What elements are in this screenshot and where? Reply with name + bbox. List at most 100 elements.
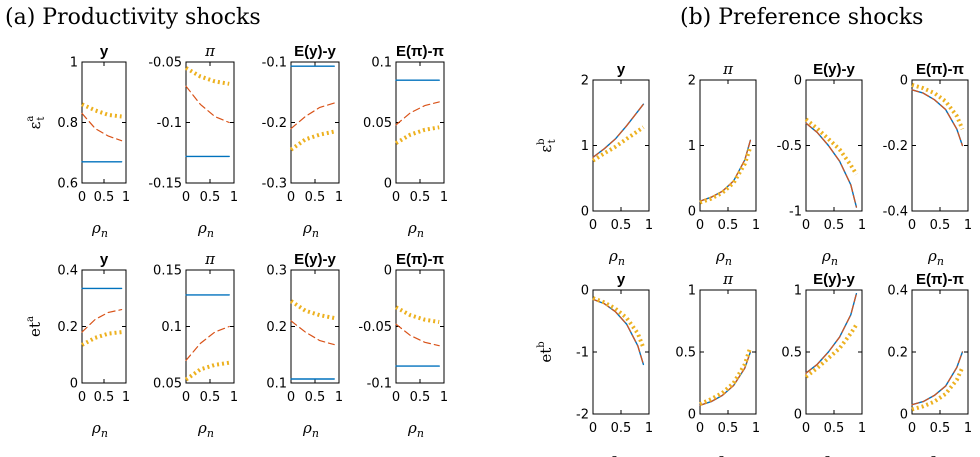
x-tick-label: 0 <box>589 421 597 436</box>
panel-b23: E(y)-y 0 0.5 1 0 0.5 1 ρn <box>781 271 866 457</box>
series-line-dotted <box>804 323 859 379</box>
y-tick-label: 1 <box>688 139 696 154</box>
series-line-solid <box>699 139 752 202</box>
series-line-dotted <box>592 296 646 349</box>
y-tick-label: 2 <box>688 74 696 89</box>
x-tick-label: 0.5 <box>410 390 431 405</box>
series-line-dotted <box>911 82 965 130</box>
series-line-dotted <box>394 125 440 145</box>
x-tick-label: 0 <box>696 218 704 233</box>
x-tick-label: 0 <box>182 390 190 405</box>
x-tick-label: 0 <box>287 390 295 405</box>
y-tick-label: -0.2 <box>262 116 287 131</box>
y-tick-label: 0.2 <box>266 320 287 335</box>
x-axis-label: ρn <box>927 450 944 457</box>
y-tick-label: -1 <box>789 205 802 220</box>
y-tick-label: 0.2 <box>57 320 78 335</box>
x-tick-label: 0.5 <box>930 421 951 436</box>
series-line-dashed <box>395 101 440 126</box>
panel-title: y <box>617 61 626 78</box>
x-tick-label: 1 <box>335 390 343 405</box>
panel-title: E(y)-y <box>813 271 855 288</box>
series-line-solid <box>699 351 752 406</box>
x-tick-label: 1 <box>752 218 760 233</box>
series-line-dotted <box>804 117 859 176</box>
x-tick-label: 1 <box>858 218 866 233</box>
x-tick-label: 0 <box>78 190 86 205</box>
axes-box <box>805 289 863 415</box>
series-line-dashed <box>699 351 752 406</box>
caption-productivity: (a) Productivity shocks <box>5 5 261 30</box>
y-tick-label: 0.4 <box>887 284 908 299</box>
axes-box <box>81 269 127 384</box>
y-tick-label: 0 <box>384 264 392 279</box>
x-tick-label: 0.5 <box>824 421 845 436</box>
series-line-dashed <box>592 298 645 365</box>
y-tick-label: 0 <box>581 205 589 220</box>
panel-title: E(π)-π <box>396 251 444 268</box>
x-tick-label: 1 <box>122 190 130 205</box>
axes-box <box>592 289 650 415</box>
x-axis-label: ρn <box>821 450 838 457</box>
series-line-dotted <box>911 366 965 412</box>
series-line-dotted <box>395 305 440 324</box>
x-axis-label: ρn <box>715 247 732 268</box>
x-axis-label: ρn <box>608 450 625 457</box>
panel-a12: π -0.15 -0.1 -0.05 0 0.5 1 ρn <box>148 42 238 240</box>
panel-title: y <box>100 251 109 268</box>
x-tick-label: 1 <box>645 218 653 233</box>
panel-title: π <box>722 60 734 78</box>
y-tick-label: 0.15 <box>153 264 182 279</box>
x-tick-label: 0.5 <box>200 190 221 205</box>
x-tick-label: 0 <box>392 190 400 205</box>
y-tick-label: -2 <box>576 408 589 423</box>
panel-title: E(y)-y <box>294 251 336 268</box>
x-tick-label: 1 <box>858 421 866 436</box>
panel-title: π <box>722 270 734 288</box>
series-line-dashed <box>81 309 123 333</box>
series-line-dashed <box>185 85 230 124</box>
series-line-dashed <box>805 122 858 208</box>
y-tick-label: 0 <box>794 74 802 89</box>
y-axis-label: etb <box>536 341 555 362</box>
y-tick-label: -0.1 <box>157 116 182 131</box>
series-line-dashed <box>290 320 335 346</box>
panel-a21: y 0 0.2 0.4 0 0.5 1 ρn eta <box>25 251 130 440</box>
y-tick-label: -0.2 <box>883 139 908 154</box>
x-tick-label: 0 <box>802 421 810 436</box>
x-tick-label: 0 <box>392 390 400 405</box>
axes-box <box>185 269 235 384</box>
x-tick-label: 1 <box>964 218 972 233</box>
x-tick-label: 0 <box>78 390 86 405</box>
series-line-dotted <box>699 346 753 406</box>
y-tick-label: 0 <box>581 284 589 299</box>
x-tick-label: 0 <box>908 421 916 436</box>
axes-box <box>290 61 340 184</box>
panel-b21: y -2 -1 0 0 0.5 1 ρn etb <box>536 271 653 457</box>
y-tick-label: 0.3 <box>266 264 287 279</box>
x-axis-label: ρn <box>407 219 424 240</box>
series-line-dashed <box>81 112 123 142</box>
x-tick-label: 0 <box>696 421 704 436</box>
x-axis-label: ρn <box>407 419 424 440</box>
panel-b13: E(y)-y -1 -0.5 0 0 0.5 1 ρn <box>777 61 867 268</box>
axes-box <box>592 79 650 212</box>
x-tick-label: 0.5 <box>824 218 845 233</box>
series-line-solid <box>805 122 858 208</box>
x-tick-label: 0 <box>908 218 916 233</box>
x-tick-label: 0.5 <box>930 218 951 233</box>
x-tick-label: 1 <box>122 390 130 405</box>
series-line-dashed <box>805 293 858 374</box>
series-line-dashed <box>592 103 645 158</box>
y-tick-label: -0.5 <box>777 139 802 154</box>
x-axis-label: ρn <box>927 247 944 268</box>
x-tick-label: 0 <box>182 190 190 205</box>
y-tick-label: 0 <box>794 408 802 423</box>
y-tick-label: 0 <box>900 408 908 423</box>
x-axis-label: ρn <box>197 419 214 440</box>
y-tick-label: -0.15 <box>148 177 182 192</box>
y-tick-label: 0 <box>70 377 78 392</box>
series-line-dotted <box>699 146 753 205</box>
x-axis-label: ρn <box>302 219 319 240</box>
